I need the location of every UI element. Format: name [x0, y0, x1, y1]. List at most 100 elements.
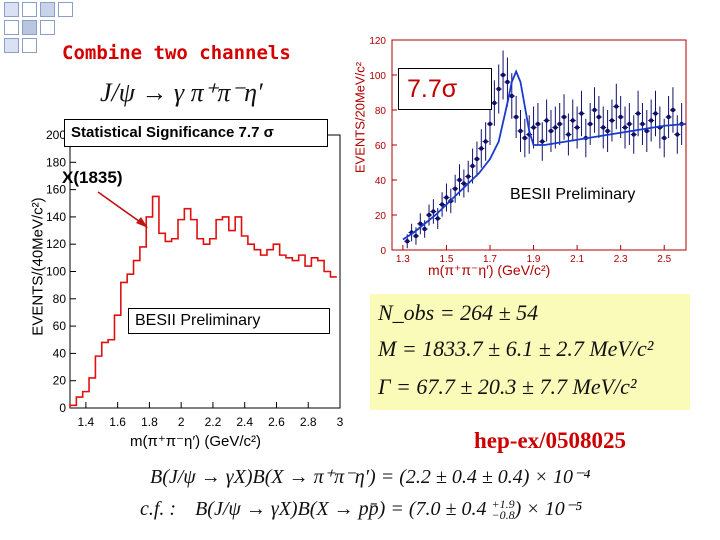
data-point	[601, 125, 606, 130]
data-point	[553, 125, 558, 130]
data-point	[561, 114, 567, 120]
right-ytick-label: 120	[369, 36, 386, 47]
left-ytick-label: 200	[46, 128, 66, 142]
data-point	[635, 111, 641, 116]
data-point	[574, 125, 580, 130]
data-point	[474, 156, 480, 162]
data-point	[505, 79, 510, 85]
data-point	[439, 202, 445, 207]
data-point	[592, 107, 597, 113]
data-point	[587, 121, 593, 127]
right-ytick-label: 60	[375, 141, 387, 152]
right-chart: 0 20 40 60 80 100 120 1.3 1.5 1.7 1.9 2.1 2.3 2.5	[369, 36, 687, 265]
left-ytick-label: 140	[46, 210, 66, 224]
data-point	[431, 209, 436, 214]
data-point	[618, 114, 623, 120]
right-preliminary: BESII Preliminary	[510, 186, 636, 203]
data-point	[479, 146, 484, 151]
right-ytick-label: 20	[375, 211, 387, 222]
data-point	[605, 128, 610, 134]
slide-title: Combine two channels	[62, 42, 291, 64]
left-xtick-label: 2.8	[300, 415, 317, 429]
peak-label: X(1835)	[62, 168, 123, 187]
right-xtick-label: 1.9	[527, 254, 541, 265]
right-xtick-label: 2.5	[657, 254, 671, 265]
data-point	[522, 135, 528, 141]
data-point	[457, 177, 462, 183]
left-xtick-label: 1.8	[141, 415, 158, 429]
left-chart: 0 20 40 60 80 100 120 140 160 180 200 1.4 1.6 1.8 2 2.2…	[0, 0, 360, 460]
data-point	[614, 104, 619, 109]
data-point	[518, 128, 523, 134]
data-point	[466, 174, 471, 179]
data-point	[557, 121, 562, 127]
right-xaxis-label: m(π⁺π⁻η′) (GeV/c²)	[428, 262, 551, 278]
data-point	[492, 100, 497, 106]
data-point	[418, 221, 423, 226]
data-point	[648, 118, 654, 123]
branching-ratio-line: B(J/ψ → γX)B(X → π⁺π⁻η′) = (2.2 ± 0.4 ± …	[150, 466, 591, 488]
right-xtick-label: 1.3	[396, 254, 410, 265]
left-xtick-label: 2.6	[268, 415, 285, 429]
left-xtick-label: 2	[178, 415, 185, 429]
significance-label: Statistical Significance 7.7 σ	[71, 124, 274, 141]
left-preliminary-box: BESII Preliminary	[128, 308, 330, 334]
data-point	[653, 111, 658, 116]
data-point	[670, 107, 676, 113]
right-ytick-label: 0	[380, 246, 386, 257]
right-yaxis-label: EVENTS/20MeV/c²	[352, 61, 368, 174]
data-point	[540, 139, 545, 144]
data-point	[435, 216, 440, 221]
left-histogram: 0 20 40 60 80 100 120 140 160 180 200 1.4 1.6 1.8 2 2.2…	[46, 128, 344, 429]
width-formula: Γ = 67.7 ± 20.3 ± 7.7 MeV/c²	[378, 374, 637, 399]
right-ytick-label: 40	[375, 176, 387, 187]
right-ytick-label: 100	[369, 71, 386, 82]
data-point	[570, 118, 575, 123]
data-point	[579, 111, 584, 116]
data-point	[470, 163, 475, 169]
left-xtick-label: 3	[337, 415, 344, 429]
mass-formula: M = 1833.7 ± 6.1 ± 2.7 MeV/c²	[378, 336, 654, 361]
data-point	[644, 128, 649, 134]
cf-error-down: −0.8	[491, 508, 515, 523]
data-point	[452, 186, 458, 191]
data-point	[631, 132, 636, 137]
cf-formula: B(J/ψ → γX)B(X → pp̄) = (7.0 ± 0.4	[195, 498, 487, 520]
left-ytick-label: 60	[53, 319, 67, 333]
data-point	[535, 121, 541, 127]
histogram-line	[69, 195, 337, 408]
left-ytick-label: 180	[46, 155, 66, 169]
data-point	[405, 239, 410, 244]
left-xtick-label: 1.4	[78, 415, 95, 429]
data-point	[500, 72, 506, 78]
results-box: N_obs = 264 ± 54 M = 1833.7 ± 6.1 ± 2.7 …	[370, 294, 690, 410]
left-ytick-label: 160	[46, 183, 66, 197]
left-xtick-label: 1.6	[109, 415, 126, 429]
cf-end: ) × 10⁻⁵	[514, 498, 583, 520]
nobs-formula: N_obs = 264 ± 54	[378, 300, 539, 325]
data-point	[675, 132, 680, 137]
left-preliminary: BESII Preliminary	[135, 312, 261, 329]
left-ytick-label: 120	[46, 237, 66, 251]
data-point	[509, 93, 514, 99]
reference: hep-ex/0508025	[474, 428, 627, 453]
left-xtick-label: 2.2	[205, 415, 222, 429]
right-scatter-plot: 0 20 40 60 80 100 120 1.3 1.5 1.7 1.9 2.1 2.3 2.5	[369, 36, 687, 265]
data-point	[413, 233, 419, 239]
data-point	[622, 125, 628, 130]
data-point	[487, 121, 493, 127]
data-point	[596, 114, 602, 120]
right-xtick-label: 1.5	[439, 254, 453, 265]
left-ytick-label: 100	[46, 265, 66, 279]
data-point	[496, 86, 501, 92]
right-ytick-label: 80	[375, 106, 387, 117]
data-point	[566, 132, 571, 137]
left-xtick-label: 2.4	[236, 415, 253, 429]
left-ytick-label: 0	[59, 401, 66, 415]
left-ytick-label: 40	[53, 346, 67, 360]
right-xtick-label: 1.7	[483, 254, 497, 265]
data-point	[513, 114, 519, 120]
left-xaxis-label: m(π⁺π⁻η′) (GeV/c²)	[130, 433, 262, 450]
right-xtick-label: 2.3	[614, 254, 628, 265]
data-point	[548, 128, 554, 134]
